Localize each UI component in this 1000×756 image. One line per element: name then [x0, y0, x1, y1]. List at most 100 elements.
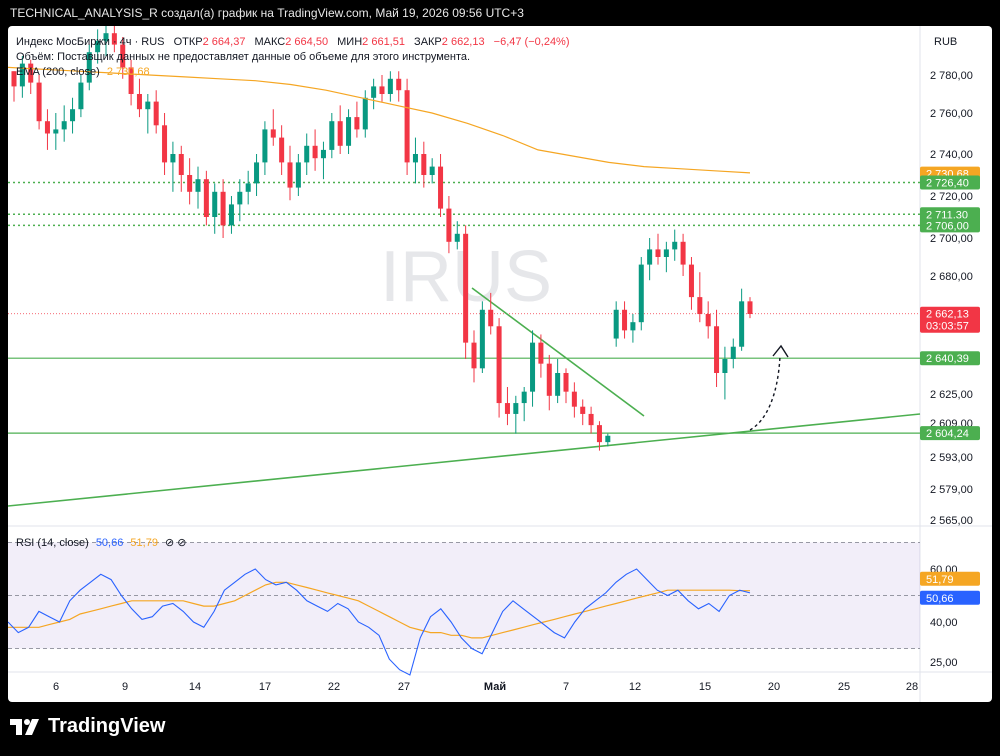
price-axis-label: 2 700,00: [930, 233, 973, 245]
candle-body: [446, 208, 452, 242]
tradingview-logo-icon: [10, 718, 39, 735]
candle-body: [245, 183, 251, 192]
candle-body: [237, 191, 243, 205]
price-axis-label: 2 780,00: [930, 70, 973, 82]
candle-body: [429, 166, 435, 175]
low-label: МИН: [337, 36, 363, 48]
low-value: 2 661,51: [362, 36, 405, 48]
price-tag-label: 2 726,40: [926, 178, 969, 190]
candle-body: [521, 391, 527, 404]
price-tag: [920, 175, 980, 190]
close-value: 2 662,13: [441, 36, 485, 48]
candle-body: [120, 44, 126, 68]
price-tag-label: 2 711,30: [926, 209, 968, 221]
projection-arrow: [749, 355, 781, 431]
price-tag: [920, 218, 980, 233]
candle-body: [178, 154, 184, 175]
candle-body: [571, 391, 577, 407]
candle-body: [287, 162, 293, 188]
candle-body: [496, 326, 502, 404]
rsi-axis-label: 40,00: [930, 617, 958, 629]
time-axis-label: 20: [768, 681, 780, 693]
brand-text: TradingView: [48, 715, 166, 737]
candle-body: [354, 117, 360, 130]
rsi-tag: [920, 590, 980, 605]
chart-panel[interactable]: IRUS 2 780,00 2 760,00 2 740,00 2 720,00 2 70…: [8, 26, 992, 702]
candle-body: [421, 154, 427, 175]
candle-body: [613, 309, 619, 339]
price-tag: [920, 351, 980, 366]
candle-body: [504, 403, 510, 414]
candle-body: [663, 249, 669, 257]
candle-body: [337, 121, 343, 146]
time-axis-label: 7: [563, 681, 569, 693]
rising-trendline: [8, 413, 921, 507]
candle-body: [203, 179, 209, 217]
ema-value: 2 730,68: [106, 66, 150, 78]
ema200-line: [8, 66, 751, 174]
candle-body: [747, 301, 753, 314]
attribution-bar: TECHNICAL_ANALYSIS_R создал(а) график на…: [10, 6, 524, 20]
time-axis-label: Май: [484, 681, 506, 693]
candle-body: [279, 137, 285, 163]
high-value: 2 664,50: [285, 36, 329, 48]
rsi-axis-label: 25,00: [930, 657, 958, 669]
rsi-legend: RSI (14, close) 50,66 51,79 ⊘ ⊘: [16, 536, 187, 549]
price-tag-label: 2 604,24: [926, 428, 969, 440]
candle-body: [212, 191, 218, 217]
candle-body: [136, 94, 142, 110]
price-axis-label: 2 740,00: [930, 149, 973, 161]
price-tag: [920, 207, 980, 222]
candle-body: [320, 149, 326, 159]
price-tag: [920, 306, 980, 333]
candle-body: [111, 33, 117, 45]
falling-trendline: [471, 287, 645, 417]
candle-body: [228, 204, 234, 226]
price-axis-label: 2 565,00: [930, 515, 973, 527]
close-label: ЗАКР: [414, 36, 442, 48]
candle-body: [739, 301, 745, 347]
candle-body: [11, 71, 17, 87]
ohlc-legend: Индекс МосБиржи · 4ч · RUS ОТКР2 664,37 …: [16, 36, 570, 48]
candle-body: [697, 297, 703, 314]
candle-body: [563, 373, 569, 392]
price-tag-label: 2 662,13: [926, 309, 969, 321]
candle-body: [546, 363, 552, 396]
visibility-icon[interactable]: ⊘ ⊘: [165, 537, 187, 549]
rsi-ma-value: 51,79: [130, 537, 158, 549]
rsi-ma-line: [8, 581, 750, 639]
candle-body: [588, 413, 594, 426]
tradingview-logo[interactable]: TradingView: [10, 715, 165, 738]
candle-body: [295, 162, 301, 188]
projection-arrowhead: [772, 344, 789, 358]
candle-body: [513, 403, 519, 414]
candle-body: [254, 162, 260, 184]
candle-body: [78, 82, 84, 110]
candle-body: [680, 241, 686, 265]
candle-body: [28, 63, 34, 83]
candle-body: [580, 406, 586, 414]
rsi-tag: [920, 571, 980, 586]
time-axis-label: 17: [259, 681, 271, 693]
candle-body: [170, 154, 176, 163]
candle-body: [404, 90, 410, 163]
candle-body: [304, 145, 310, 163]
rsi-value: 50,66: [95, 537, 124, 549]
candle-body: [479, 309, 485, 369]
rsi-tag-label: 50,66: [926, 593, 954, 605]
symbol-title: Индекс МосБиржи · 4ч · RUS: [16, 36, 165, 48]
rsi-line: [8, 568, 751, 676]
candle-body: [95, 40, 101, 53]
candle-body: [538, 342, 544, 364]
candle-body: [387, 78, 393, 94]
open-value: 2 664,37: [202, 36, 246, 48]
candle-body: [61, 121, 67, 130]
candle-body: [438, 166, 444, 209]
volume-note: Объём: Поставщик данных не предоставляет…: [16, 51, 471, 63]
candle-body: [220, 191, 226, 226]
change-value: −6,47 (−0,24%): [493, 36, 570, 48]
candle-body: [730, 346, 736, 359]
candle-body: [530, 342, 536, 392]
candle-body: [128, 67, 134, 94]
